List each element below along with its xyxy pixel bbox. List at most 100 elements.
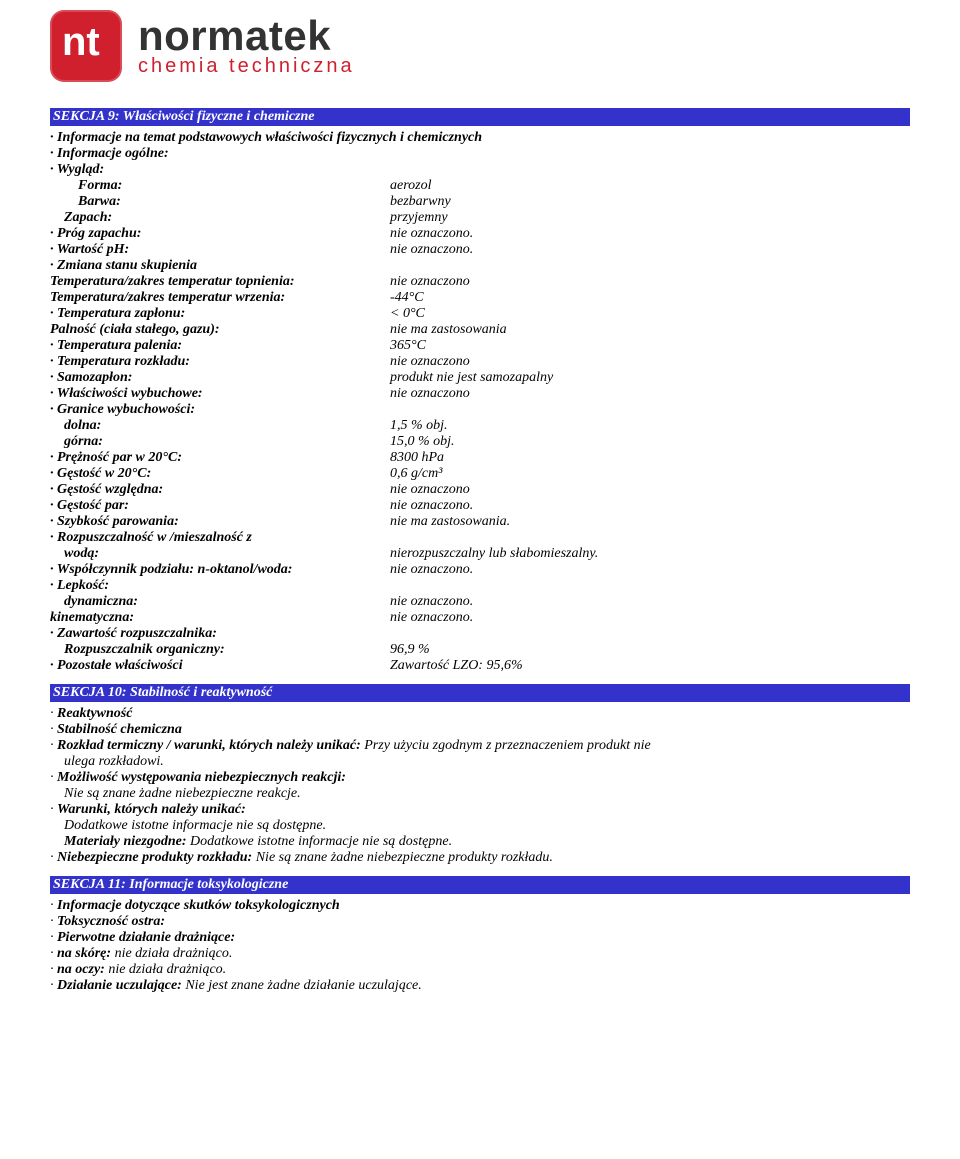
doc-line: · Stabilność chemiczna	[50, 722, 910, 738]
property-row: Forma:aerozol	[50, 178, 910, 194]
property-value: Zawartość LZO: 95,6%	[390, 658, 523, 674]
property-label: · Zawartość rozpuszczalnika:	[50, 626, 390, 642]
property-value: nierozpuszczalny lub słabomieszalny.	[390, 546, 598, 562]
property-row: dynamiczna:nie oznaczono.	[50, 594, 910, 610]
doc-line: · Niebezpieczne produkty rozkładu: Nie s…	[50, 850, 910, 866]
property-row: górna:15,0 % obj.	[50, 434, 910, 450]
appearance-heading: Wygląd:	[50, 162, 910, 178]
brand-tagline: chemia techniczna	[138, 55, 355, 78]
property-label: dynamiczna:	[50, 594, 390, 610]
property-row: · Samozapłon:produkt nie jest samozapaln…	[50, 370, 910, 386]
property-value: 15,0 % obj.	[390, 434, 455, 450]
property-row: · Właściwości wybuchowe:nie oznaczono	[50, 386, 910, 402]
section-10-title: SEKCJA 10: Stabilność i reaktywność	[50, 684, 910, 702]
doc-line: ulega rozkładowi.	[64, 754, 910, 770]
property-value: nie ma zastosowania	[390, 322, 507, 338]
property-label: · Samozapłon:	[50, 370, 390, 386]
property-row: · Temperatura palenia:365°C	[50, 338, 910, 354]
doc-line: Dodatkowe istotne informacje nie są dost…	[64, 818, 910, 834]
property-value: nie oznaczono.	[390, 226, 473, 242]
property-row: · Prężność par w 20°C:8300 hPa	[50, 450, 910, 466]
property-label: Palność (ciała stałego, gazu):	[50, 322, 390, 338]
property-value: aerozol	[390, 178, 431, 194]
section-11-content: · Informacje dotyczące skutków toksykolo…	[50, 898, 910, 994]
property-value: nie oznaczono	[390, 386, 470, 402]
property-label: Temperatura/zakres temperatur topnienia:	[50, 274, 390, 290]
property-value: nie oznaczono.	[390, 610, 473, 626]
property-row: · Współczynnik podziału: n-oktanol/woda:…	[50, 562, 910, 578]
property-row: Rozpuszczalnik organiczny:96,9 %	[50, 642, 910, 658]
brand-name: normatek	[138, 15, 355, 57]
property-label: Forma:	[50, 178, 390, 194]
doc-line: Nie są znane żadne niebezpieczne reakcje…	[64, 786, 910, 802]
property-value: 8300 hPa	[390, 450, 444, 466]
property-value: 1,5 % obj.	[390, 418, 448, 434]
property-label: Temperatura/zakres temperatur wrzenia:	[50, 290, 390, 306]
property-row: Temperatura/zakres temperatur wrzenia:-4…	[50, 290, 910, 306]
property-row: Barwa:bezbarwny	[50, 194, 910, 210]
property-row: wodą:nierozpuszczalny lub słabomieszalny…	[50, 546, 910, 562]
property-label: · Właściwości wybuchowe:	[50, 386, 390, 402]
property-row: · Temperatura rozkładu:nie oznaczono	[50, 354, 910, 370]
property-value: -44°C	[390, 290, 424, 306]
section-9-intro: Informacje na temat podstawowych właściw…	[50, 130, 910, 146]
property-label: · Prężność par w 20°C:	[50, 450, 390, 466]
doc-line: · Warunki, których należy unikać:	[50, 802, 910, 818]
property-value: nie oznaczono	[390, 274, 470, 290]
section-9-title: SEKCJA 9: Właściwości fizyczne i chemicz…	[50, 108, 910, 126]
property-row: · Gęstość par:nie oznaczono.	[50, 498, 910, 514]
property-label: górna:	[50, 434, 390, 450]
property-label: · Gęstość par:	[50, 498, 390, 514]
property-value: nie oznaczono.	[390, 562, 473, 578]
company-logo: normatek chemia techniczna	[50, 0, 910, 102]
logo-icon	[50, 10, 122, 82]
property-label: · Temperatura rozkładu:	[50, 354, 390, 370]
property-row: · Temperatura zapłonu:< 0°C	[50, 306, 910, 322]
property-value: 96,9 %	[390, 642, 430, 658]
property-row: · Granice wybuchowości:	[50, 402, 910, 418]
property-value: przyjemny	[390, 210, 448, 226]
property-label: · Gęstość względna:	[50, 482, 390, 498]
property-label: · Temperatura palenia:	[50, 338, 390, 354]
doc-line: · Możliwość występowania niebezpiecznych…	[50, 770, 910, 786]
doc-line: · na oczy: nie działa drażniąco.	[50, 962, 910, 978]
property-value: 365°C	[390, 338, 426, 354]
section-11-title: SEKCJA 11: Informacje toksykologiczne	[50, 876, 910, 894]
property-label: dolna:	[50, 418, 390, 434]
property-label: · Lepkość:	[50, 578, 390, 594]
property-label: · Wartość pH:	[50, 242, 390, 258]
property-row: dolna:1,5 % obj.	[50, 418, 910, 434]
property-row: Temperatura/zakres temperatur topnienia:…	[50, 274, 910, 290]
property-label: · Granice wybuchowości:	[50, 402, 390, 418]
doc-line: · Pierwotne działanie drażniące:	[50, 930, 910, 946]
property-value: 0,6 g/cm³	[390, 466, 442, 482]
section-9-content: Informacje na temat podstawowych właściw…	[50, 130, 910, 674]
property-row: · Gęstość względna:nie oznaczono	[50, 482, 910, 498]
section-10-content: · Reaktywność· Stabilność chemiczna· Roz…	[50, 706, 910, 866]
doc-line: · Działanie uczulające: Nie jest znane ż…	[50, 978, 910, 994]
property-value: nie oznaczono	[390, 482, 470, 498]
property-row: Zapach:przyjemny	[50, 210, 910, 226]
property-label: · Zmiana stanu skupienia	[50, 258, 390, 274]
property-value: nie oznaczono	[390, 354, 470, 370]
property-label: kinematyczna:	[50, 610, 390, 626]
property-label: · Próg zapachu:	[50, 226, 390, 242]
property-value: nie oznaczono.	[390, 594, 473, 610]
property-label: · Rozpuszczalność w /mieszalność z	[50, 530, 390, 546]
property-row: · Gęstość w 20°C:0,6 g/cm³	[50, 466, 910, 482]
property-label: · Szybkość parowania:	[50, 514, 390, 530]
property-value: nie oznaczono.	[390, 498, 473, 514]
property-value: nie oznaczono.	[390, 242, 473, 258]
property-row: · Rozpuszczalność w /mieszalność z	[50, 530, 910, 546]
property-row: · Zmiana stanu skupienia	[50, 258, 910, 274]
property-row: · Zawartość rozpuszczalnika:	[50, 626, 910, 642]
doc-line: · na skórę: nie działa drażniąco.	[50, 946, 910, 962]
doc-line: · Rozkład termiczny / warunki, których n…	[50, 738, 910, 754]
property-label: · Współczynnik podziału: n-oktanol/woda:	[50, 562, 390, 578]
info-general: Informacje ogólne:	[50, 146, 910, 162]
property-label: wodą:	[50, 546, 390, 562]
doc-line: Materiały niezgodne: Dodatkowe istotne i…	[64, 834, 910, 850]
logo-text: normatek chemia techniczna	[138, 15, 355, 78]
property-label: · Temperatura zapłonu:	[50, 306, 390, 322]
property-list: Forma:aerozolBarwa:bezbarwnyZapach:przyj…	[50, 178, 910, 674]
